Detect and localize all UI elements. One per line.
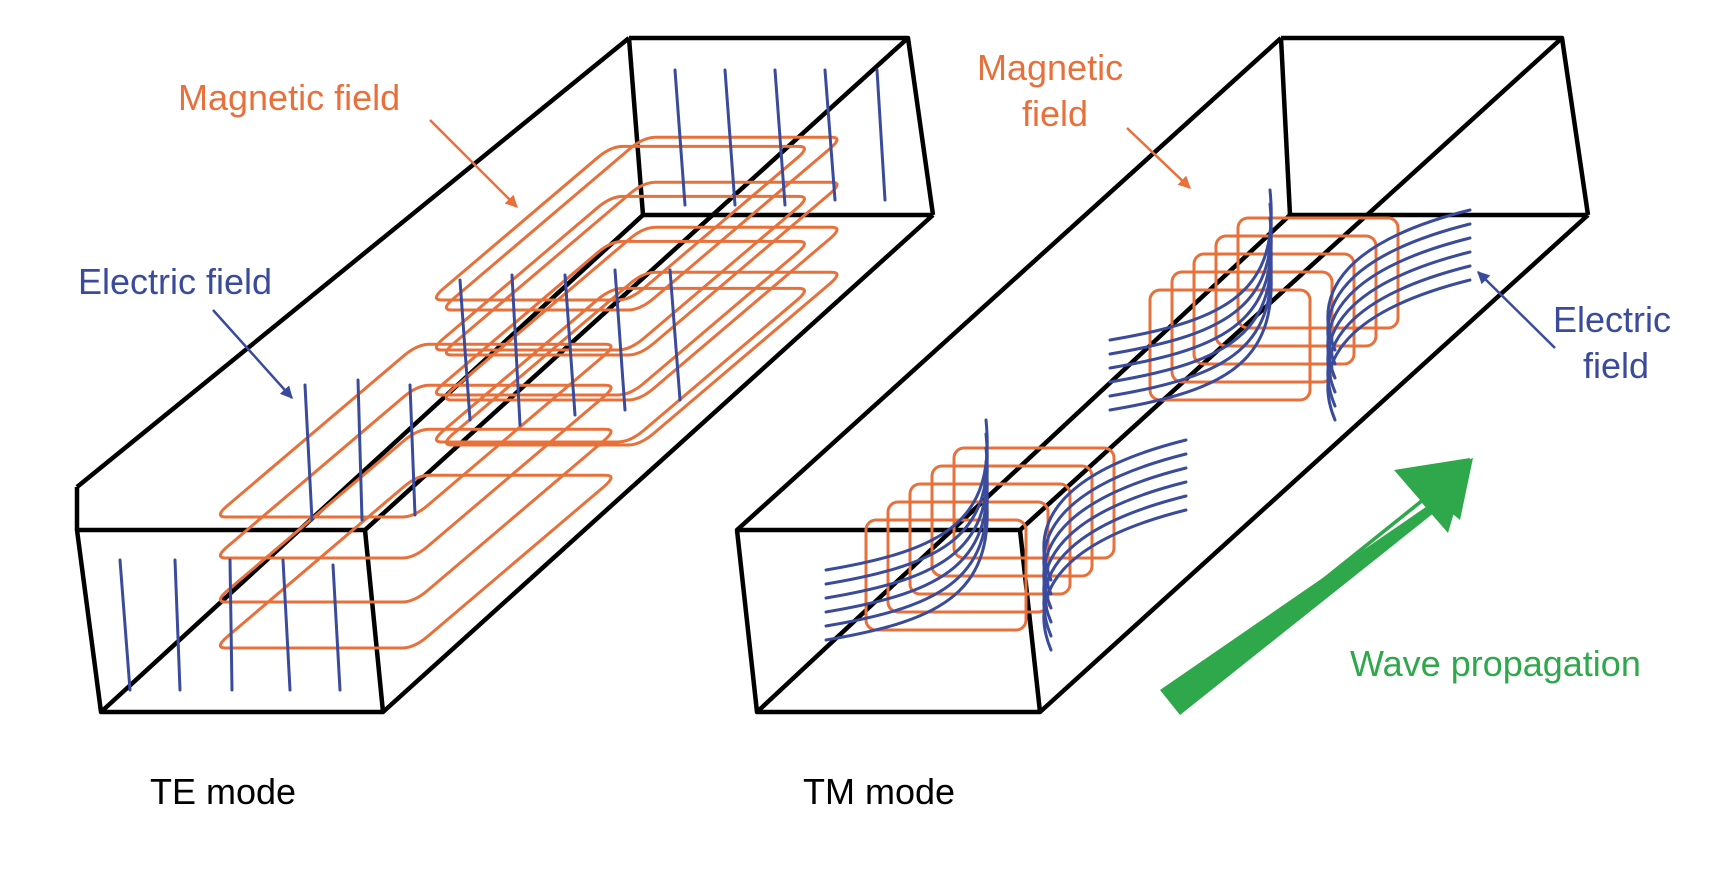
tm-waveguide-top-left-edge xyxy=(735,36,1283,532)
te-magnetic-loop xyxy=(218,383,613,560)
te-electric-line xyxy=(408,383,417,517)
tm-magnetic-loop xyxy=(930,464,1094,578)
te-electric-field-arrow xyxy=(212,309,293,399)
tm-waveguide xyxy=(734,35,1591,715)
tm-waveguide-top-right-edge xyxy=(1018,36,1564,532)
te-magnetic-loop xyxy=(434,144,806,302)
tm-electric-line xyxy=(824,488,989,642)
te-electric-line xyxy=(563,273,577,417)
te-electric-line xyxy=(331,563,342,692)
te-electric-line xyxy=(281,558,292,692)
te-electric-line xyxy=(303,383,314,522)
tm-electric-field-arrow xyxy=(1477,271,1556,349)
te-waveguide-front-face xyxy=(74,527,386,715)
tm-magnetic-field-arrow xyxy=(1126,127,1191,189)
te-waveguide xyxy=(74,35,936,715)
te-electric-line xyxy=(458,278,472,422)
te-electric-line xyxy=(823,68,837,202)
te-electric-line xyxy=(613,268,627,412)
te-electric-line xyxy=(356,378,364,522)
tm-electric-line xyxy=(824,432,989,586)
te-electric-line xyxy=(510,273,522,427)
tm-mode-caption: TM mode xyxy=(803,771,955,812)
tm-waveguide-bottom-right-edge xyxy=(1038,213,1590,714)
te-mode-caption: TE mode xyxy=(150,771,296,812)
tm-magnetic-loop xyxy=(1214,234,1378,348)
te-field-lines xyxy=(118,68,887,692)
tm-electric-line xyxy=(1326,278,1472,422)
tm-field-lines xyxy=(824,188,1472,652)
tm-magnetic-field-label-line1: Magnetic xyxy=(977,47,1123,88)
tm-waveguide-bottom-left-edge xyxy=(755,213,1292,714)
te-electric-line xyxy=(228,558,234,692)
te-magnetic-loop xyxy=(218,342,613,519)
te-magnetic-loop xyxy=(434,286,806,444)
te-electric-line xyxy=(173,558,182,692)
tm-electric-field-label-line1: Electric xyxy=(1553,299,1671,340)
te-waveguide-bottom-left-edge xyxy=(99,213,645,714)
te-magnetic-field-arrow xyxy=(429,119,518,208)
te-magnetic-loop xyxy=(434,194,806,352)
te-waveguide-top-right-edge xyxy=(363,36,910,532)
tm-waveguide-front-face xyxy=(734,527,1043,715)
te-electric-line xyxy=(118,558,132,692)
tm-magnetic-loop xyxy=(1236,216,1400,330)
te-waveguide-top-left-edge xyxy=(75,36,631,489)
te-magnetic-loop xyxy=(218,427,613,604)
tm-electric-line xyxy=(1042,508,1188,652)
te-magnetic-field-label: Magnetic field xyxy=(178,77,400,118)
te-electric-line xyxy=(875,68,887,202)
te-magnetic-loop xyxy=(444,270,839,447)
tm-electric-line xyxy=(1108,188,1273,342)
te-magnetic-loop xyxy=(444,180,839,357)
tm-magnetic-field-label-line2: field xyxy=(1022,93,1088,134)
te-magnetic-loop xyxy=(434,239,806,397)
te-electric-line xyxy=(723,68,737,207)
te-electric-field-label: Electric field xyxy=(78,261,272,302)
tm-electric-field-label-line2: field xyxy=(1583,345,1649,386)
tm-electric-line xyxy=(1108,202,1273,356)
tm-waveguide-top-back-edge xyxy=(1281,35,1591,216)
tm-electric-line xyxy=(824,418,989,572)
tm-electric-line xyxy=(1108,258,1273,412)
te-magnetic-loop xyxy=(444,225,839,402)
te-electric-line xyxy=(773,68,787,207)
tm-waveguide-back-face-left-edge xyxy=(1278,37,1293,216)
te-electric-line xyxy=(668,268,682,402)
te-electric-line xyxy=(673,68,687,207)
wave-propagation-label: Wave propagation xyxy=(1350,643,1641,684)
tm-magnetic-loop xyxy=(908,482,1072,596)
tm-magnetic-loop xyxy=(952,446,1116,560)
te-magnetic-loop xyxy=(218,473,613,650)
te-waveguide-bottom-right-edge xyxy=(381,213,935,714)
wave-propagation-arrow-body xyxy=(1160,458,1473,715)
tm-magnetic-loop xyxy=(1192,252,1356,366)
